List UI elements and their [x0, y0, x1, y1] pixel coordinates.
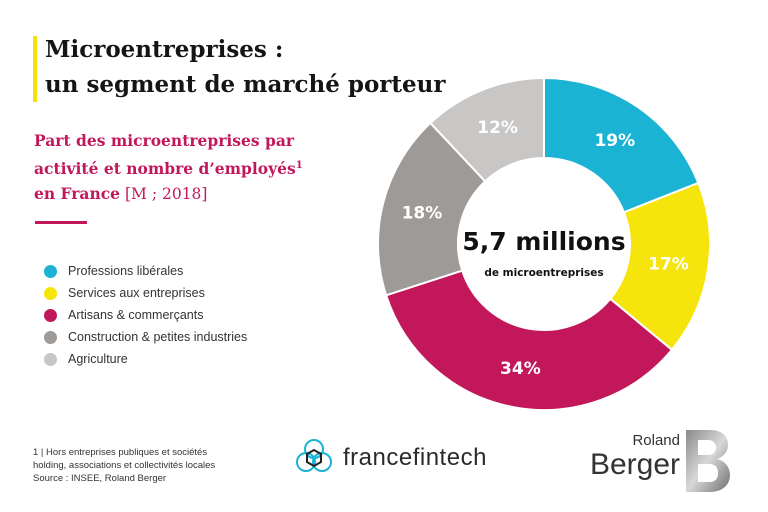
subtitle-line-2-text: activité et nombre d’employés	[34, 159, 296, 179]
donut-slice	[543, 76, 700, 214]
subtitle-divider	[35, 221, 87, 224]
slice-percent-label: 12%	[477, 118, 518, 138]
source-line: Source : INSEE, Roland Berger	[33, 473, 167, 484]
francefintech-wordmark: francefintech	[343, 444, 487, 471]
subtitle-line-2: activité et nombre d’employés1	[34, 153, 364, 181]
rb-roland-text: Roland	[632, 432, 680, 449]
slice-percent-label: 18%	[402, 204, 443, 224]
footnote-marker: 1	[295, 160, 303, 171]
rb-berger-text: Berger	[589, 448, 680, 481]
donut-slice	[384, 269, 674, 411]
legend-swatch	[44, 264, 57, 278]
donut-center-label: de microentreprises	[484, 267, 603, 279]
slice-percent-label: 17%	[648, 255, 689, 275]
donut-slice-labels: 19% 17% 34% 18% 12%	[402, 118, 689, 379]
footnote-line-1: 1 | Hors entreprises publiques et sociét…	[33, 447, 208, 458]
legend-label: Construction & petites industries	[68, 330, 248, 344]
subtitle-line-1: Part des microentreprises par	[34, 131, 295, 150]
slice-percent-label: 19%	[594, 131, 635, 151]
page-title: Microentreprises : un segment de marché …	[45, 32, 446, 102]
footnote: 1 | Hors entreprises publiques et sociét…	[33, 446, 215, 485]
legend-swatch	[44, 330, 57, 344]
subtitle-line-3-text: en France	[34, 184, 121, 204]
legend-swatch	[44, 308, 57, 322]
legend-item: Professions libérales	[44, 260, 247, 282]
donut-slice	[428, 76, 545, 183]
legend-item: Agriculture	[44, 348, 247, 370]
title-line-2: un segment de marché porteur	[45, 71, 446, 98]
donut-slices	[377, 76, 711, 411]
donut-slice	[608, 181, 711, 352]
legend-item: Construction & petites industries	[44, 326, 247, 348]
legend-label: Services aux entreprises	[68, 286, 205, 300]
rb-b-mark-icon	[686, 430, 730, 492]
legend-label: Professions libérales	[68, 264, 184, 278]
donut-center-value: 5,7 millions	[462, 227, 625, 256]
title-line-1: Microentreprises :	[45, 36, 284, 63]
footnote-line-2: holding, associations et collectivités l…	[33, 460, 216, 471]
legend-item: Services aux entreprises	[44, 282, 247, 304]
donut-chart: 19% 17% 34% 18% 12% 5,7 millions de microent…	[377, 76, 711, 411]
chart-legend: Professions libérales Services aux entrep…	[44, 260, 247, 370]
subtitle-unit: [M ; 2018]	[120, 185, 208, 204]
title-accent-bar	[33, 36, 37, 102]
slice-percent-label: 34%	[500, 359, 541, 379]
chart-subtitle: Part des microentreprises par activité e…	[34, 128, 364, 207]
francefintech-logo: francefintech	[293, 437, 487, 479]
legend-swatch	[44, 352, 57, 366]
subtitle-line-3: en France [M ; 2018]	[34, 181, 364, 207]
francefintech-hex-icon	[296, 439, 332, 472]
legend-item: Artisans & commerçants	[44, 304, 247, 326]
legend-label: Agriculture	[68, 352, 128, 366]
donut-slice	[377, 121, 487, 297]
roland-berger-logo: Roland Berger	[586, 428, 746, 498]
legend-label: Artisans & commerçants	[68, 308, 204, 322]
legend-swatch	[44, 286, 57, 300]
